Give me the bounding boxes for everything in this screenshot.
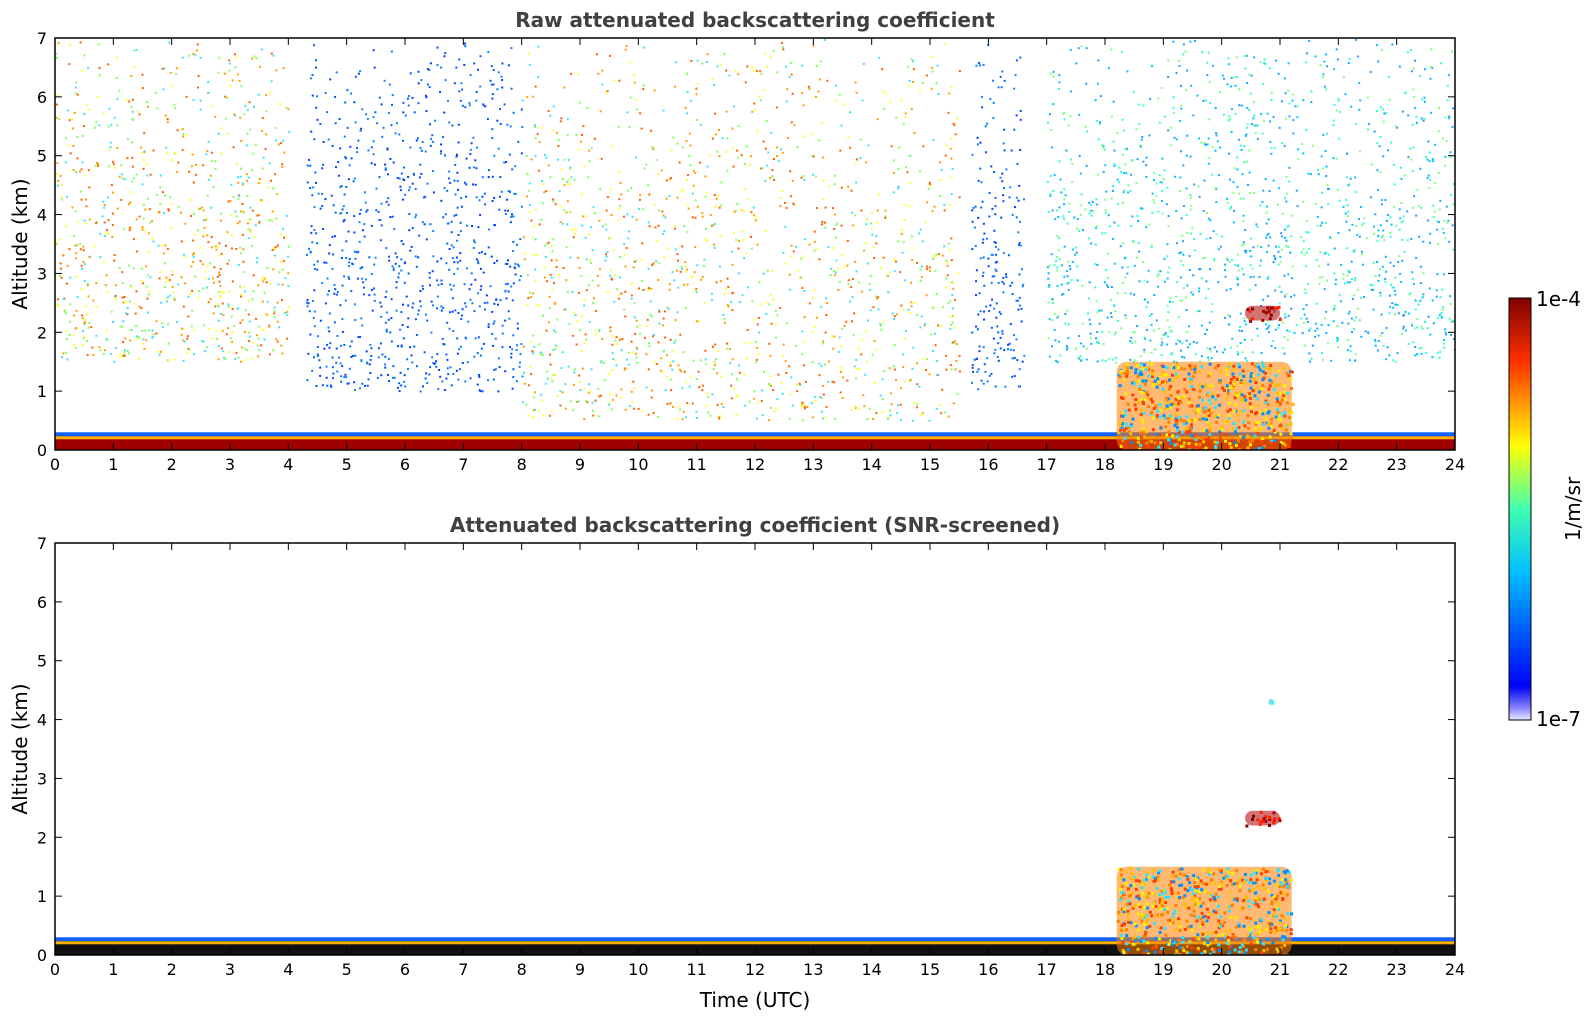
y-tick-label: 3: [37, 264, 47, 283]
panel-screened-x-ticks: 0 1 2 3 4 5 6 7 8 9 10 11 12 13 14 15 16 17 18 19 20 21 22 23 24: [50, 543, 1465, 979]
heatmap-region-0-1: [55, 41, 291, 363]
y-tick-label: 6: [37, 593, 47, 612]
x-tick-label: 10: [628, 455, 648, 474]
y-tick-label: 5: [37, 652, 47, 671]
panel-screened-heatmap: [55, 698, 1455, 955]
x-tick-label: 4: [283, 455, 293, 474]
x-tick-label: 2: [167, 455, 177, 474]
x-tick-label: 15: [920, 960, 940, 979]
heatmap-region-1-3: [1268, 698, 1275, 705]
x-tick-label: 18: [1095, 960, 1115, 979]
x-tick-label: 20: [1211, 960, 1231, 979]
panel-screened: Attenuated backscattering coefficient (S…: [8, 513, 1465, 1012]
panel-raw-y-ticks: 0 1 2 3 4 5 6 7: [37, 29, 1455, 460]
heatmap-region-0-2: [306, 42, 524, 393]
x-tick-label: 0: [50, 455, 60, 474]
x-tick-label: 13: [803, 960, 823, 979]
x-tick-label: 20: [1211, 455, 1231, 474]
colorbar-min-label: 1e-7: [1536, 707, 1581, 731]
panel-raw-y-label: Altitude (km): [8, 178, 32, 309]
x-tick-label: 6: [400, 455, 410, 474]
x-tick-label: 17: [1036, 455, 1056, 474]
x-tick-label: 19: [1153, 960, 1173, 979]
x-tick-label: 7: [458, 455, 468, 474]
x-tick-label: 9: [575, 960, 585, 979]
x-tick-label: 3: [225, 960, 235, 979]
panel-raw-title: Raw attenuated backscattering coefficien…: [515, 8, 995, 32]
x-tick-label: 22: [1328, 960, 1348, 979]
y-tick-label: 5: [37, 147, 47, 166]
panel-screened-x-label: Time (UTC): [699, 988, 811, 1012]
panel-raw-x-ticks: 0 1 2 3 4 5 6 7 8 9 10 11 12 13 14 15 16 17 18 19 20 21 22 23 24: [50, 38, 1465, 474]
colorbar-unit-label: 1/m/sr: [1561, 476, 1585, 541]
x-tick-label: 12: [745, 455, 765, 474]
x-tick-label: 12: [745, 960, 765, 979]
x-tick-label: 8: [517, 960, 527, 979]
heatmap-region-0-4: [971, 44, 1026, 391]
y-tick-label: 4: [37, 206, 47, 225]
x-tick-label: 19: [1153, 455, 1173, 474]
x-tick-label: 16: [978, 960, 998, 979]
x-tick-label: 9: [575, 455, 585, 474]
y-tick-label: 2: [37, 323, 47, 342]
x-tick-label: 24: [1445, 960, 1465, 979]
y-tick-label: 6: [37, 88, 47, 107]
y-tick-label: 7: [37, 534, 47, 553]
colorbar-max-label: 1e-4: [1536, 287, 1581, 311]
x-tick-label: 16: [978, 455, 998, 474]
x-tick-label: 10: [628, 960, 648, 979]
x-tick-label: 1: [108, 960, 118, 979]
colorbar: 1e-4 1e-7 1/m/sr: [1508, 287, 1585, 731]
x-tick-label: 8: [517, 455, 527, 474]
y-tick-label: 0: [37, 441, 47, 460]
x-tick-label: 23: [1386, 960, 1406, 979]
x-tick-label: 0: [50, 960, 60, 979]
panel-screened-y-ticks: 0 1 2 3 4 5 6 7: [37, 534, 1455, 965]
panel-raw-heatmap: [55, 38, 1455, 450]
x-tick-label: 21: [1270, 455, 1290, 474]
x-tick-label: 13: [803, 455, 823, 474]
x-tick-label: 2: [167, 960, 177, 979]
heatmap-region-0-6: [1116, 361, 1295, 450]
x-tick-label: 23: [1386, 455, 1406, 474]
panel-raw: Raw attenuated backscattering coefficien…: [8, 8, 1465, 474]
y-tick-label: 3: [37, 769, 47, 788]
y-tick-label: 4: [37, 711, 47, 730]
x-tick-label: 5: [342, 455, 352, 474]
y-tick-label: 1: [37, 887, 47, 906]
y-tick-label: 0: [37, 946, 47, 965]
x-tick-label: 18: [1095, 455, 1115, 474]
colorbar-gradient: [1508, 297, 1532, 721]
heatmap-region-1-1: [1116, 866, 1294, 955]
x-tick-label: 1: [108, 455, 118, 474]
x-tick-label: 15: [920, 455, 940, 474]
x-tick-label: 11: [686, 960, 706, 979]
heatmap-region-0-3: [521, 39, 961, 422]
heatmap-region-0-5: [1046, 38, 1455, 364]
y-tick-label: 7: [37, 29, 47, 48]
x-tick-label: 21: [1270, 960, 1290, 979]
x-tick-label: 11: [686, 455, 706, 474]
heatmap-region-1-2: [1245, 810, 1282, 828]
y-tick-label: 2: [37, 828, 47, 847]
panel-screened-title: Attenuated backscattering coefficient (S…: [450, 513, 1060, 537]
x-tick-label: 5: [342, 960, 352, 979]
x-tick-label: 7: [458, 960, 468, 979]
panel-screened-y-label: Altitude (km): [8, 683, 32, 814]
x-tick-label: 3: [225, 455, 235, 474]
x-tick-label: 17: [1036, 960, 1056, 979]
x-tick-label: 14: [861, 960, 881, 979]
heatmap-region-0-7: [1245, 305, 1282, 323]
x-tick-label: 6: [400, 960, 410, 979]
x-tick-label: 14: [861, 455, 881, 474]
y-tick-label: 1: [37, 382, 47, 401]
x-tick-label: 4: [283, 960, 293, 979]
x-tick-label: 22: [1328, 455, 1348, 474]
x-tick-label: 24: [1445, 455, 1465, 474]
